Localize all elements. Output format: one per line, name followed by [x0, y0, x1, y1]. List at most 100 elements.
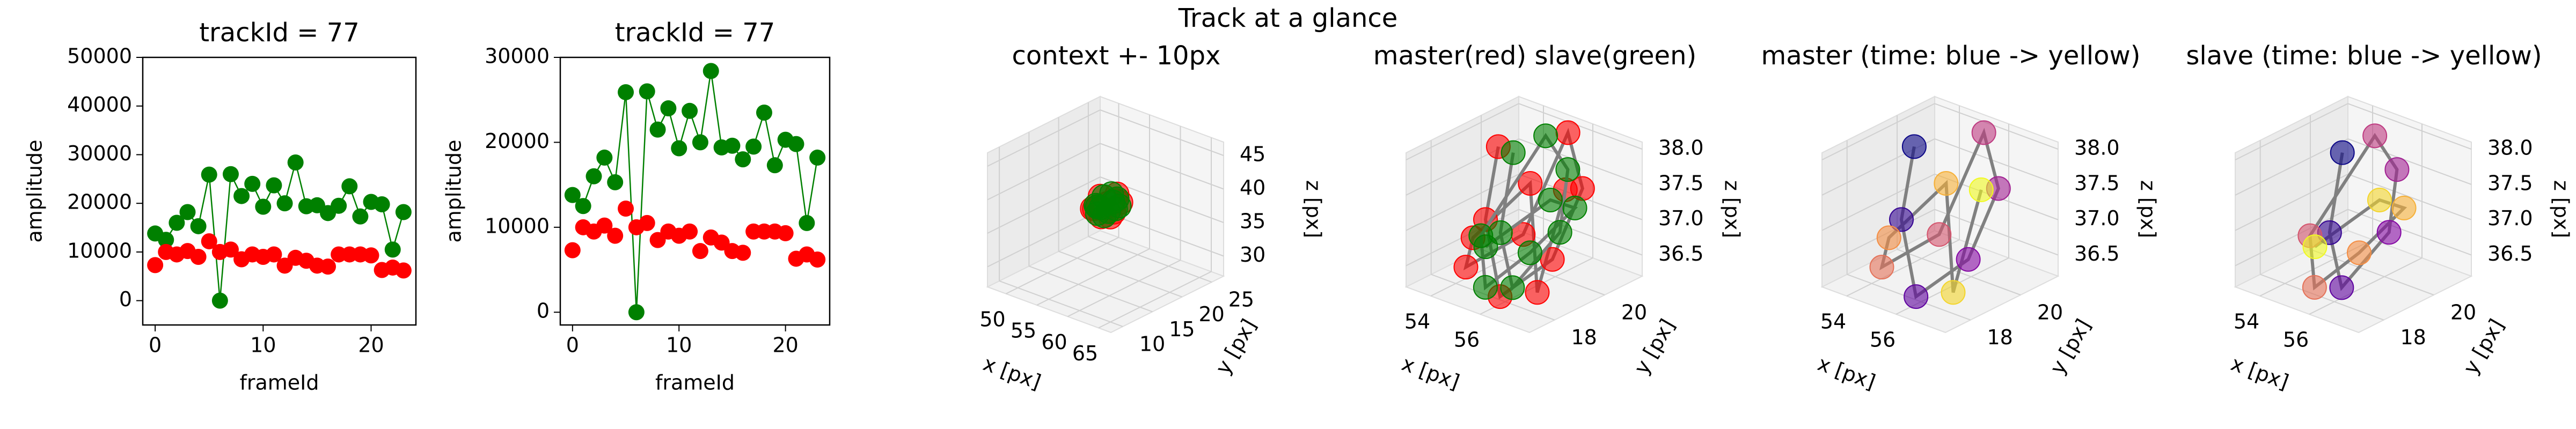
y-axis-label: amplitude — [23, 139, 47, 242]
grid-line — [2310, 249, 2434, 295]
data-point — [233, 188, 250, 204]
y-tick-label: 20 — [2037, 301, 2063, 324]
grid-line — [1518, 209, 1643, 256]
data-point — [649, 121, 666, 138]
x-tick-label: 54 — [2234, 310, 2259, 334]
data-point — [190, 218, 207, 234]
x-tick-label: 10 — [666, 334, 692, 357]
data-point — [692, 243, 708, 260]
data-point — [692, 134, 708, 151]
y-tick-label: 20 — [2450, 301, 2476, 324]
grid-line — [987, 143, 1101, 201]
grid-line — [987, 176, 1101, 234]
z-tick-label: 45 — [1240, 143, 1265, 166]
y-tick-label: 10000 — [485, 214, 550, 238]
data-point — [1555, 157, 1580, 182]
z-axis-label: z [px] — [2550, 180, 2573, 238]
data-point — [1971, 120, 1996, 145]
data-point — [596, 217, 613, 234]
data-point — [2302, 275, 2327, 300]
y-tick-label: 10 — [1139, 332, 1165, 356]
data-point — [1941, 280, 1966, 305]
y-tick-label: 40000 — [67, 93, 132, 116]
data-point — [777, 225, 794, 241]
data-point — [735, 151, 751, 168]
data-point — [147, 257, 164, 273]
grid-line — [1100, 109, 1224, 156]
x-axis-label: frameId — [239, 371, 319, 395]
data-point — [1927, 222, 1952, 247]
z-tick-label: 36.5 — [1658, 242, 1704, 265]
grid-line — [999, 280, 1123, 327]
y-tick-label: 18 — [1571, 326, 1597, 349]
z-tick-label: 37.0 — [1658, 206, 1704, 230]
data-point — [1889, 207, 1914, 232]
grid-line — [2309, 257, 2423, 315]
z-axis-label: z [px] — [1721, 180, 1744, 238]
grid-line — [1067, 260, 1181, 317]
data-point — [735, 245, 751, 261]
chart-title: slave (time: blue -> yellow) — [2186, 41, 2542, 71]
data-point — [1904, 284, 1929, 309]
grid-line — [1100, 143, 1224, 190]
grid-line — [2235, 103, 2348, 161]
grid-line — [2347, 103, 2472, 150]
y-tick-label: 25 — [1228, 288, 1254, 312]
data-point — [395, 204, 412, 220]
data-point — [1500, 275, 1525, 300]
data-point — [618, 84, 634, 100]
y-tick-label: 18 — [2400, 326, 2426, 349]
data-point — [628, 304, 645, 321]
data-point — [724, 137, 741, 154]
data-point — [596, 149, 613, 166]
x-axis-label: frameId — [655, 371, 735, 395]
x-tick-label: 56 — [1454, 328, 1480, 352]
data-point — [564, 242, 581, 258]
data-point — [639, 214, 655, 231]
z-tick-label: 37.0 — [2487, 206, 2533, 230]
z-tick-label: 36.5 — [2487, 242, 2533, 265]
figure-title: Track at a glance — [1178, 3, 1398, 33]
data-point — [2330, 140, 2355, 165]
x-tick-label: 10 — [250, 334, 276, 357]
data-point — [575, 198, 591, 214]
grid-line — [1934, 103, 2059, 150]
data-point — [201, 233, 217, 249]
z-axis-label: z [px] — [2136, 180, 2160, 238]
z-tick-label: 38.0 — [2074, 136, 2120, 160]
grid-line — [1518, 103, 1643, 150]
y-tick-label: 0 — [537, 299, 550, 323]
axes-frame — [142, 56, 417, 326]
x-tick-label: 54 — [1404, 310, 1430, 334]
data-point — [2367, 187, 2392, 212]
data-point — [320, 258, 336, 275]
z-tick-label: 36.5 — [2074, 242, 2120, 265]
y-tick-label: 50000 — [67, 45, 132, 68]
x-tick-label: 55 — [1011, 319, 1036, 343]
data-point — [1956, 247, 1981, 272]
data-point — [341, 178, 358, 195]
data-point — [190, 248, 207, 265]
data-point — [211, 292, 228, 309]
data-point — [1538, 187, 1563, 212]
y-tick-label: 18 — [1987, 326, 2012, 349]
x-tick-label: 56 — [2283, 328, 2309, 352]
data-point — [586, 168, 602, 184]
data-point — [395, 262, 412, 279]
track-line — [1463, 128, 1584, 300]
data-point — [660, 100, 677, 117]
data-point — [1901, 134, 1927, 159]
data-point — [702, 63, 719, 79]
data-point — [671, 140, 687, 157]
data-point — [1869, 255, 1894, 280]
data-point — [1473, 275, 1498, 300]
x-tick-label: 65 — [1072, 342, 1098, 365]
x-tick-label: 60 — [1041, 330, 1067, 354]
z-tick-label: 35 — [1240, 210, 1265, 233]
y-tick-label: 20 — [1198, 302, 1224, 326]
grid-line — [987, 109, 1101, 167]
data-point — [2384, 157, 2410, 182]
z-tick-label: 37.5 — [2074, 171, 2120, 195]
